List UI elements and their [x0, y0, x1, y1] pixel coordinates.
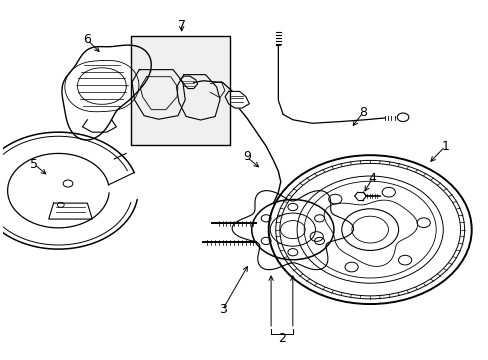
- Text: 9: 9: [243, 150, 250, 163]
- Text: 8: 8: [358, 106, 366, 119]
- Text: 2: 2: [278, 332, 285, 345]
- Text: 4: 4: [368, 172, 376, 185]
- Text: 7: 7: [177, 19, 185, 32]
- Text: 5: 5: [30, 158, 38, 171]
- Text: 6: 6: [83, 33, 91, 46]
- Text: 3: 3: [218, 303, 226, 316]
- Bar: [131, 36, 229, 145]
- Text: 1: 1: [440, 140, 448, 153]
